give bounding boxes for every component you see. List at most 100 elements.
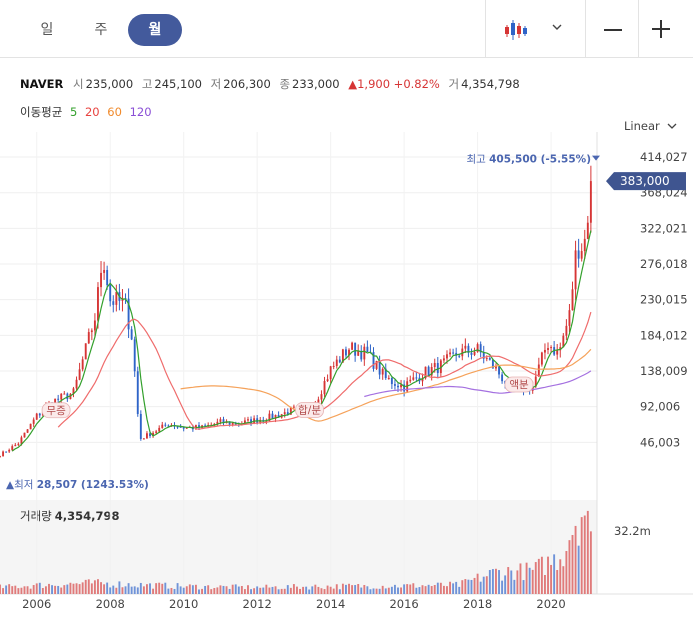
volume-bar [415,587,418,594]
y-tick-label: 276,018 [640,257,688,271]
event-tag-label: 액분 [509,379,529,391]
volume-bar [118,581,121,594]
candle [341,349,344,363]
volume-bar [568,540,571,594]
candle [544,349,546,353]
volume-bar [121,587,124,594]
candle [11,446,14,450]
volume-bar [161,583,164,594]
candle [335,359,338,366]
candle [198,425,200,428]
volume-bar [271,586,274,594]
volume-bar [442,585,445,594]
x-tick-label: 2012 [243,597,272,611]
candle [97,287,99,321]
tab-monthly[interactable]: 월 [128,14,182,46]
candle [32,419,35,424]
volume-bar [51,585,53,594]
volume-bar [48,583,50,594]
volume-bar [5,585,8,594]
volume-bar [479,581,482,594]
volume-bar [427,584,430,594]
chart-type-button[interactable] [502,14,534,46]
candle [332,365,335,367]
volume-bar [577,545,580,594]
volume-bar [57,585,60,594]
volume-bar [372,588,375,594]
candle [243,420,246,424]
y-tick-label: 230,015 [640,293,688,307]
volume-bar [357,583,360,594]
volume-bar [421,585,424,594]
candle [167,425,170,427]
candle [231,422,234,425]
tab-daily[interactable]: 일 [40,22,54,38]
volume-bar [338,589,341,594]
volume-value: 4,354,798 [461,77,520,91]
scale-dropdown[interactable]: Linear [624,119,677,133]
chart-toolbar: 일 주 월 [0,0,693,58]
minus-icon[interactable] [604,29,622,31]
volume-bar [109,587,112,594]
volume-bar [112,585,115,594]
candle [84,343,87,360]
volume-panel-value: 4,354,798 [54,509,120,523]
candle [57,398,60,400]
candle [378,361,381,375]
event-tag-label: 무증 [46,405,66,417]
ma60-legend[interactable]: 60 [107,105,122,119]
high-marker-arrow [592,155,600,161]
candlestick-icon [505,20,527,40]
candle [562,335,565,348]
ma20-line [57,311,592,430]
candle [421,378,424,382]
volume-bar [240,586,243,594]
volume-bar [400,587,403,594]
ma20-legend[interactable]: 20 [84,105,100,119]
volume-bar [299,588,301,594]
toolbar-divider [638,0,639,58]
volume-bar [436,582,439,594]
open-value: 235,000 [85,77,134,91]
candle [17,443,20,445]
volume-bar [253,588,256,594]
volume-bar [130,586,133,594]
plus-icon[interactable] [652,20,670,38]
volume-bar [354,585,357,594]
candle [182,427,185,429]
candle [485,358,488,360]
volume-bar [387,587,390,594]
toolbar-divider [485,0,486,58]
volume-bar [531,569,534,594]
volume-bar [32,585,35,594]
candle [139,413,142,439]
volume-bar [528,567,531,594]
volume-bar [498,570,500,594]
tab-weekly[interactable]: 주 [94,22,108,38]
candle [78,369,81,380]
ma5-legend[interactable]: 5 [69,105,78,119]
chevron-down-icon[interactable] [552,14,562,40]
candle [568,310,571,326]
volume-bar [308,589,311,594]
volume-bar [473,577,476,594]
volume-bar [544,574,546,594]
candle [176,426,179,428]
change-value: ▲1,900 +0.82% [348,77,440,91]
candle [580,251,583,259]
volume-bar [433,584,436,594]
low-value: 206,300 [223,77,271,91]
candle [351,342,354,350]
volume-bar [142,586,145,594]
candle [146,433,148,439]
moving-average-legend: 이동평균 5 20 60 120 [20,104,156,120]
scale-label: Linear [624,119,660,133]
volume-bar [314,584,317,594]
low-label: 저 [210,77,222,91]
volume-bar [345,584,347,594]
candle [449,352,451,355]
ma120-legend[interactable]: 120 [129,105,152,119]
candle [216,421,219,424]
candle [574,250,577,290]
